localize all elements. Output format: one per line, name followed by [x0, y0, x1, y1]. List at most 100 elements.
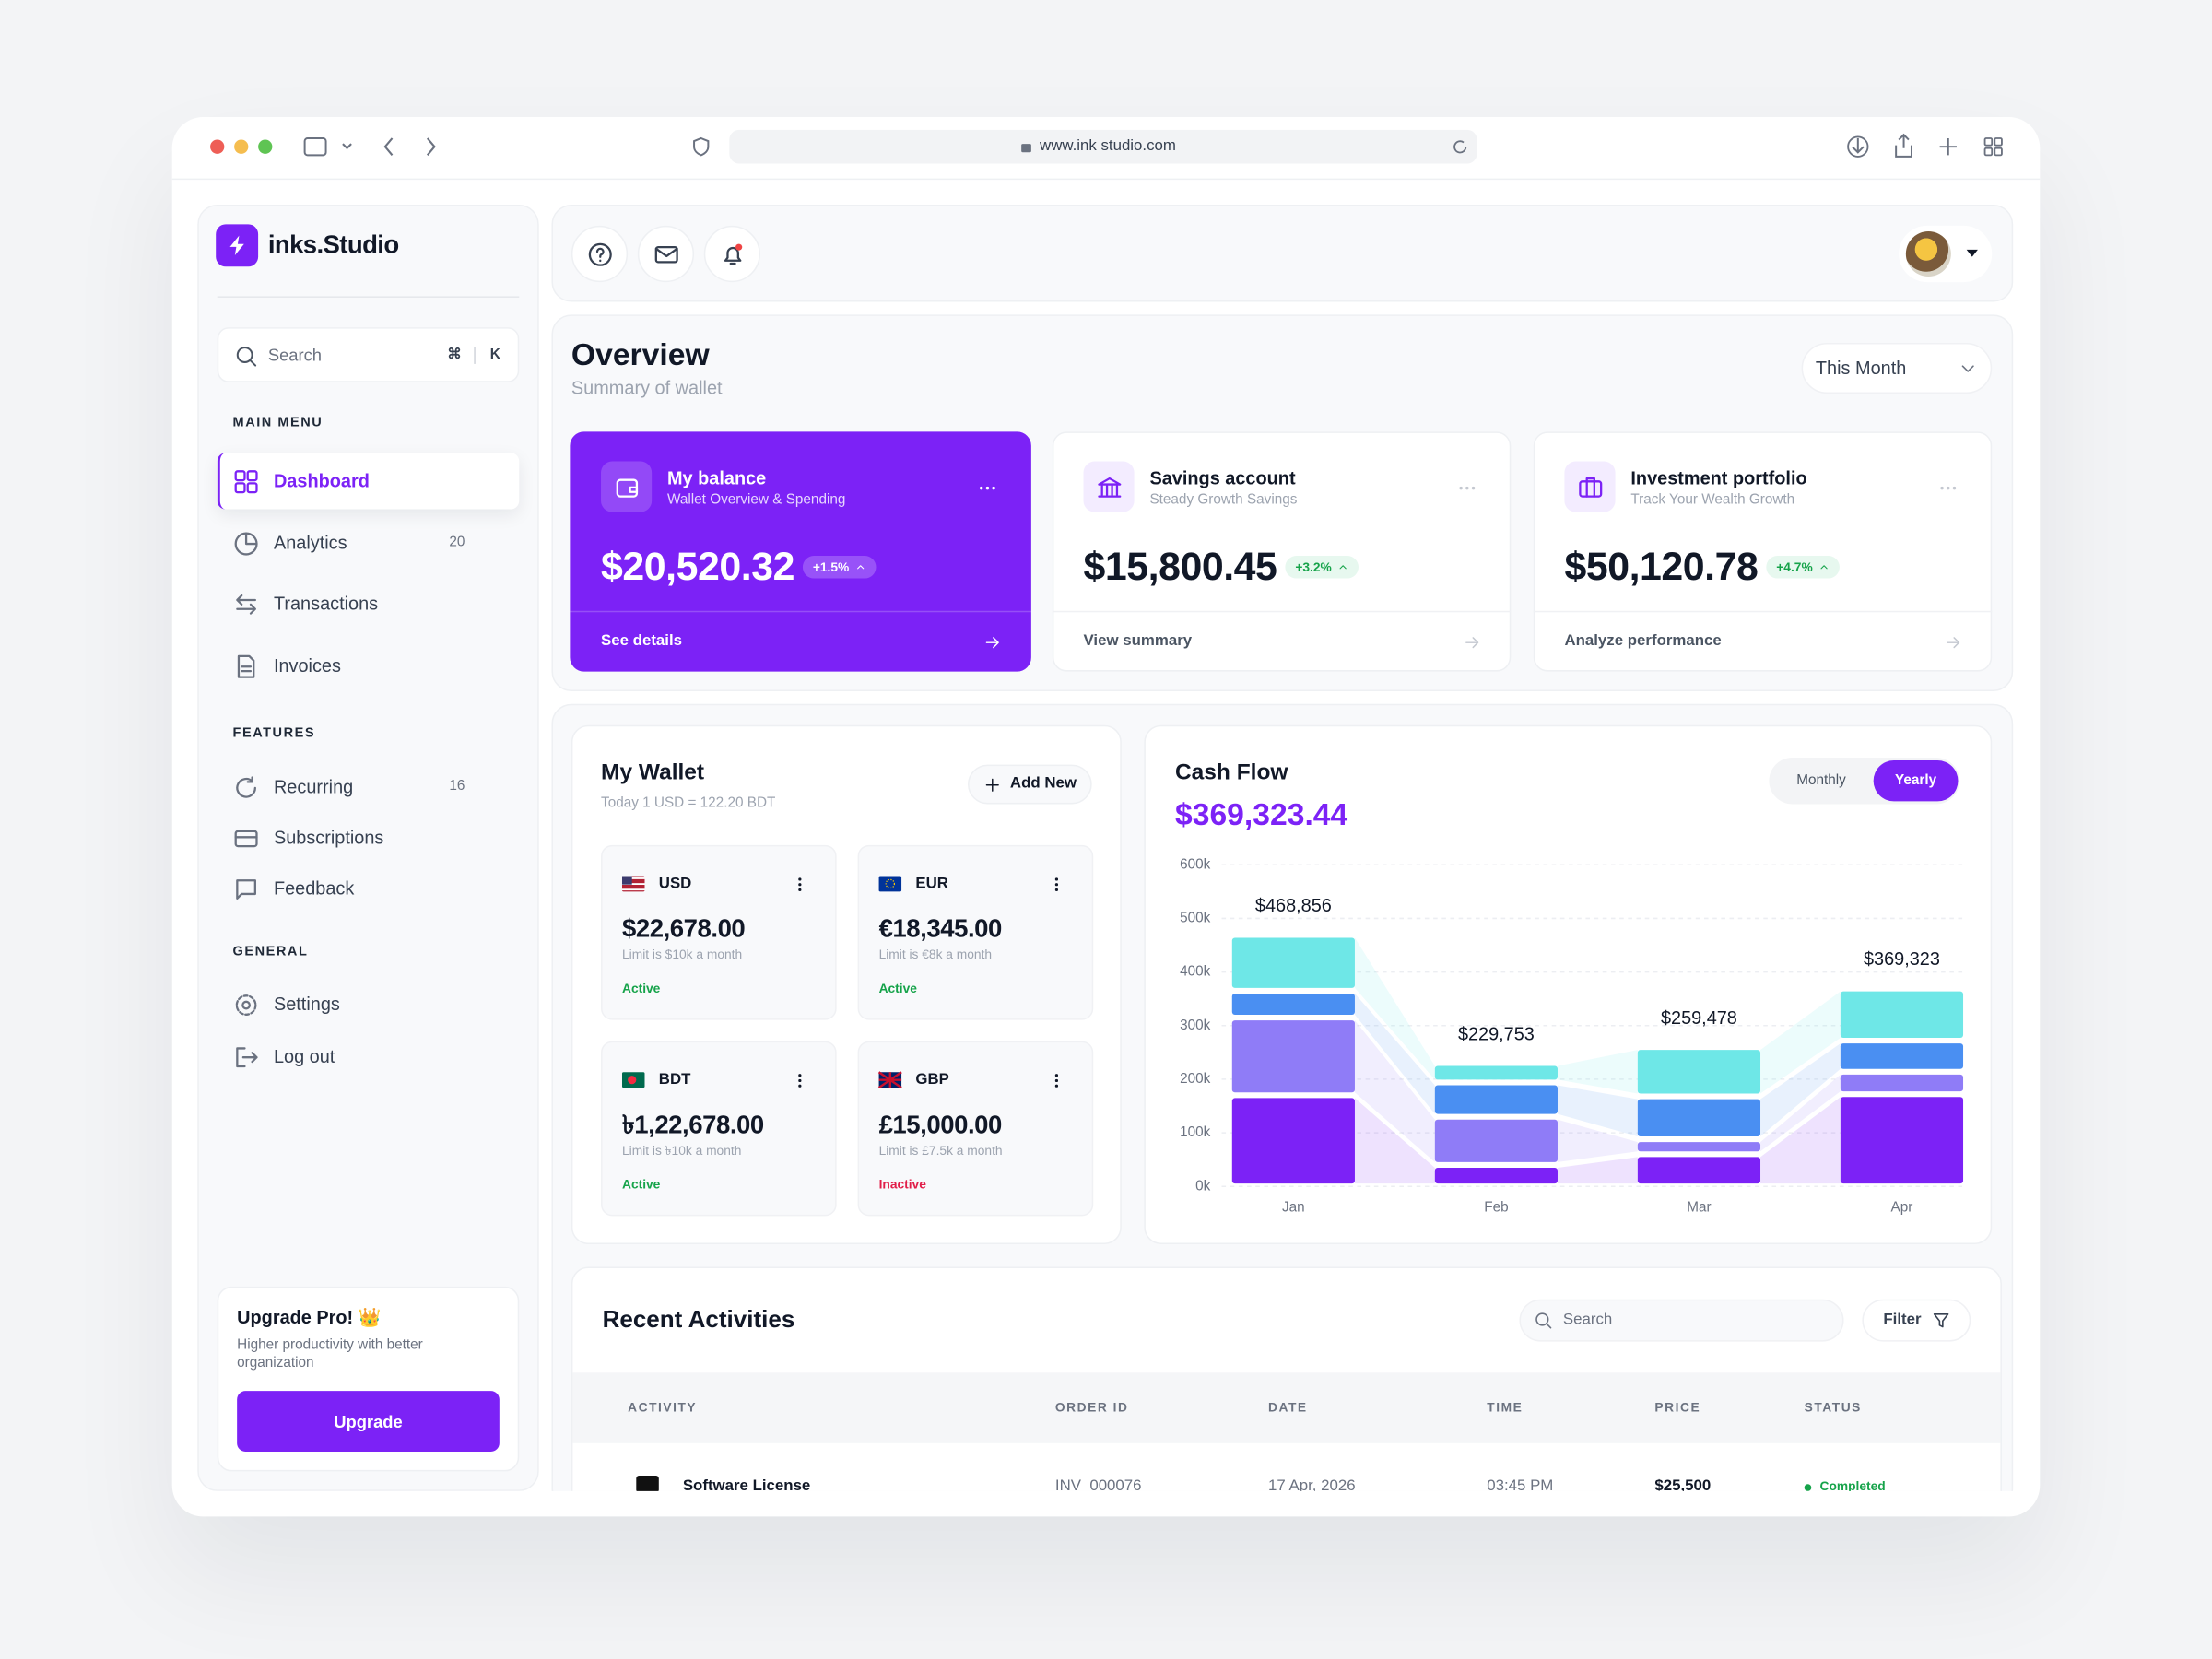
wallet-title: My Wallet: [601, 760, 705, 785]
icon-part: [1933, 1312, 1949, 1328]
header-icon-button[interactable]: [703, 225, 760, 283]
flag-part: [621, 876, 632, 885]
icon: [235, 346, 256, 366]
flow-band: [1557, 1050, 1638, 1094]
window-dot: [210, 139, 225, 154]
sidebar-search[interactable]: [217, 327, 520, 382]
change-pill: +1.5%: [803, 556, 877, 579]
nav-item[interactable]: [218, 979, 520, 1030]
nav-arrows: [342, 137, 436, 157]
currency-limit: Limit is €8k a month: [878, 947, 993, 962]
currency-code: USD: [658, 875, 692, 892]
nav-item[interactable]: [218, 762, 520, 813]
upgrade-title: Upgrade Pro! 👑: [237, 1306, 382, 1328]
bar-segment: [1637, 1157, 1761, 1184]
bar-segment: [1434, 1085, 1558, 1114]
nav-item[interactable]: [218, 518, 520, 569]
reload-icon: [1453, 140, 1467, 154]
icon-part: [1054, 1078, 1059, 1083]
card-divider: [1052, 610, 1512, 613]
icon-part: [1940, 486, 1944, 490]
brand-name: inks.Studio: [267, 229, 399, 259]
nav-label: Analytics: [273, 532, 347, 554]
flag: [621, 876, 645, 892]
upgrade-button[interactable]: Upgrade: [237, 1391, 500, 1452]
card-title: Savings account: [1149, 466, 1296, 488]
icon: [979, 486, 995, 490]
table-cell: Software License: [682, 1477, 811, 1491]
add-new-button[interactable]: [967, 764, 1092, 805]
change-pill: +4.7%: [1766, 556, 1840, 579]
icon-part: [984, 777, 999, 792]
bar-segment: [1231, 994, 1355, 1015]
column-header: ORDER ID: [1054, 1400, 1129, 1415]
card-link[interactable]: View summary: [1083, 632, 1193, 650]
active-item[interactable]: [217, 453, 520, 510]
change-value: +4.7%: [1776, 559, 1813, 574]
toggle-option[interactable]: Monthly: [1796, 772, 1846, 789]
currency-card: [857, 844, 1094, 1020]
upgrade-text: Higher productivity with better organiza…: [237, 1337, 423, 1371]
flow-band: [1760, 1043, 1841, 1136]
lock-icon: [1021, 144, 1031, 153]
x-tick-label: Apr: [1891, 1199, 1913, 1215]
nav-item[interactable]: [218, 641, 520, 691]
nav-item[interactable]: [218, 1031, 520, 1082]
filter-label: Filter: [1883, 1311, 1922, 1328]
icon-part: [798, 1074, 802, 1077]
flag-part: [878, 876, 902, 892]
icon-part: [798, 888, 802, 892]
toggle-option[interactable]: Yearly: [1895, 772, 1937, 789]
currency-amount: €18,345.00: [878, 914, 1003, 943]
card-amount: $50,120.78: [1564, 544, 1759, 589]
card-subtitle: Steady Growth Savings: [1149, 492, 1298, 509]
nav-label: Recurring: [273, 776, 354, 798]
flow-band: [1354, 994, 1435, 1114]
icon: [1961, 365, 1974, 372]
caret: [1966, 249, 1978, 257]
change-pill: +3.2%: [1285, 556, 1359, 579]
card-link[interactable]: See details: [601, 632, 683, 650]
nav-label: Subscriptions: [273, 827, 384, 849]
nav-item[interactable]: [218, 864, 520, 914]
url-bar: [729, 129, 1477, 164]
currency-amount: ৳1,22,678.00: [621, 1110, 764, 1139]
period-dropdown[interactable]: [1801, 342, 1993, 394]
column-header: ACTIVITY: [628, 1400, 698, 1415]
flow-band: [1760, 1097, 1841, 1184]
bar-segment: [1637, 1050, 1761, 1094]
icon-part: [587, 241, 612, 266]
activities-search[interactable]: [1519, 1299, 1844, 1342]
card-subtitle: Track Your Wealth Growth: [1630, 492, 1795, 509]
table-cell: INV_000076: [1054, 1477, 1142, 1491]
bar-segment: [1840, 991, 1964, 1038]
card-link[interactable]: Analyze performance: [1564, 632, 1722, 650]
card-icon-box: [601, 461, 653, 512]
total-label: $229,753: [1458, 1024, 1535, 1044]
icon-part: [628, 485, 638, 493]
icon: [798, 877, 802, 892]
column-header: STATUS: [1804, 1400, 1862, 1415]
overview-title: Overview: [571, 336, 710, 372]
wallet-note: Today 1 USD = 122.20 BDT: [601, 795, 776, 812]
activities-title: Recent Activities: [602, 1306, 795, 1334]
icon-part: [1054, 883, 1059, 887]
nav-badge: 16: [449, 778, 465, 794]
icon-part: [233, 481, 245, 493]
icon-part: [1946, 636, 1959, 648]
filter-button[interactable]: [1862, 1299, 1971, 1342]
total-label: $259,478: [1661, 1008, 1737, 1029]
flow-band: [1760, 1074, 1841, 1152]
icon-part: [724, 246, 741, 265]
icon-part: [653, 245, 677, 263]
card-icon-box: [1564, 461, 1616, 512]
tabs-icon: [1994, 137, 2003, 147]
y-tick-label: 500k: [1180, 910, 1211, 925]
icon-part: [237, 653, 254, 677]
caret-shape: [1966, 249, 1978, 257]
icon-part: [1535, 1312, 1549, 1326]
total-label: $468,856: [1255, 896, 1332, 916]
header-icon-button[interactable]: [637, 225, 695, 283]
column-header: PRICE: [1654, 1400, 1701, 1415]
currency-status: Active: [621, 1177, 661, 1192]
